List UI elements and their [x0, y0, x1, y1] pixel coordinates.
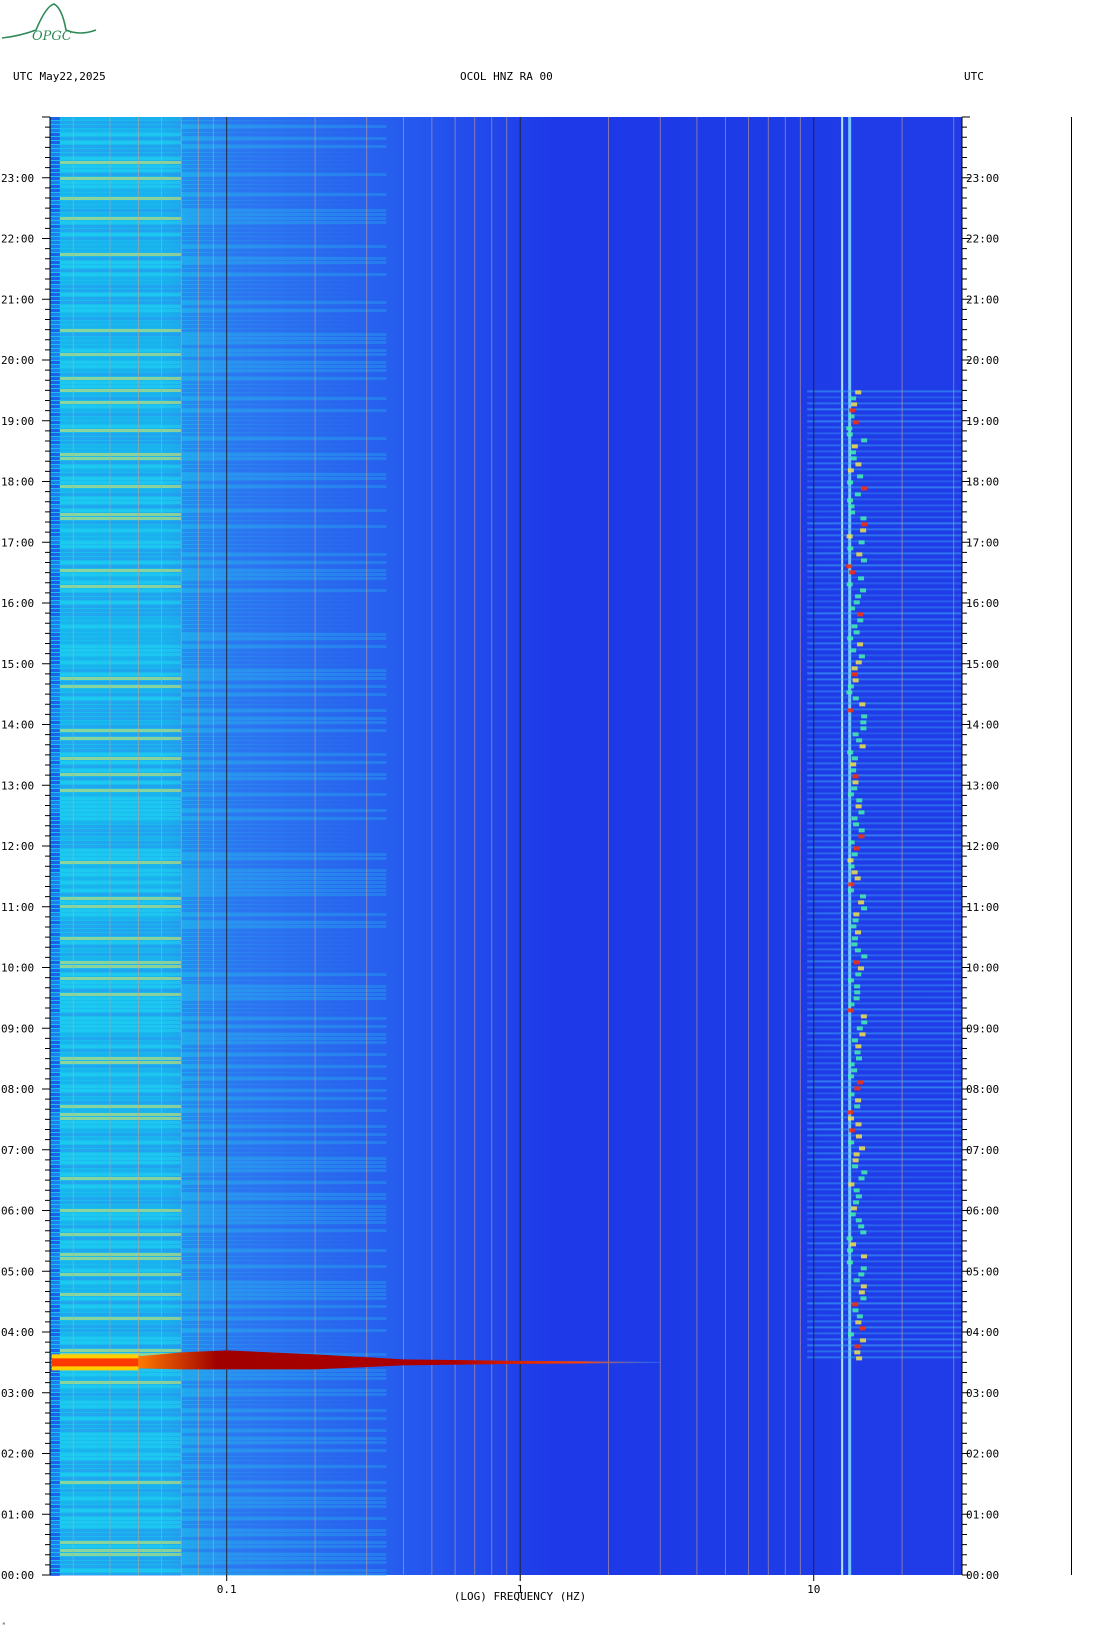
y-tick-label-right: 00:00	[966, 1569, 999, 1582]
y-tick-label-right: 11:00	[966, 901, 999, 914]
logo-graphic: OPGC	[1, 3, 97, 44]
y-tick-label-right: 04:00	[966, 1326, 999, 1339]
y-tick-label-left: 10:00	[1, 962, 34, 975]
y-tick-label-right: 01:00	[966, 1508, 999, 1521]
corner-mark: ᴹ	[2, 1622, 6, 1629]
y-tick-label-left: 23:00	[1, 172, 34, 185]
y-tick-label-right: 17:00	[966, 536, 999, 549]
y-tick-label-left: 08:00	[1, 1083, 34, 1096]
y-tick-label-left: 07:00	[1, 1144, 34, 1157]
plot-area	[50, 117, 962, 1576]
y-tick-label-left: 05:00	[1, 1265, 34, 1278]
event-streak	[138, 1350, 661, 1370]
spectrogram-texture	[50, 117, 387, 1576]
y-tick-label-right: 10:00	[966, 962, 999, 975]
y-tick-label-left: 20:00	[1, 354, 34, 367]
y-tick-label-right: 06:00	[966, 1205, 999, 1218]
y-tick-label-left: 03:00	[1, 1387, 34, 1400]
y-tick-label-left: 02:00	[1, 1448, 34, 1461]
y-tick-label-right: 02:00	[966, 1448, 999, 1461]
y-tick-label-right: 18:00	[966, 476, 999, 489]
y-tick-label-left: 14:00	[1, 719, 34, 732]
color-scale-line	[1071, 117, 1072, 1575]
header-station-label: OCOL HNZ RA 00	[460, 70, 553, 83]
y-tick-label-left: 16:00	[1, 597, 34, 610]
logo-text: OPGC	[32, 29, 72, 44]
y-tick-label-right: 22:00	[966, 233, 999, 246]
y-tick-label-left: 13:00	[1, 779, 34, 792]
y-tick-label-right: 15:00	[966, 658, 999, 671]
y-tick-label-left: 19:00	[1, 415, 34, 428]
y-tick-label-left: 15:00	[1, 658, 34, 671]
x-axis: 0.1 1 10	[217, 1575, 820, 1596]
y-tick-label-right: 20:00	[966, 354, 999, 367]
y-tick-label-right: 13:00	[966, 779, 999, 792]
seismic-event	[52, 1350, 661, 1371]
y-tick-label-right: 21:00	[966, 293, 999, 306]
y-tick-label-left: 04:00	[1, 1326, 34, 1339]
y-tick-label-left: 09:00	[1, 1022, 34, 1035]
high-frequency-noise	[807, 117, 962, 1575]
y-axis-left: 00:00 01:00 02:00 03:00 04:00 05:00 06:00 07:00…	[1, 116, 51, 1582]
y-tick-label-right: 08:00	[966, 1083, 999, 1096]
spectrogram-background	[50, 117, 962, 1575]
header-right-label: UTC	[964, 70, 984, 83]
y-tick-label-right: 09:00	[966, 1022, 999, 1035]
y-tick-label-right: 23:00	[966, 172, 999, 185]
y-tick-label-left: 21:00	[1, 293, 34, 306]
y-tick-label-left: 01:00	[1, 1508, 34, 1521]
y-tick-label-left: 12:00	[1, 840, 34, 853]
y-tick-label-left: 17:00	[1, 536, 34, 549]
frequency-gridlines	[72, 117, 955, 1575]
y-tick-label-right: 05:00	[966, 1265, 999, 1278]
y-tick-label-right: 16:00	[966, 597, 999, 610]
y-tick-label-left: 06:00	[1, 1205, 34, 1218]
y-tick-label-left: 11:00	[1, 901, 34, 914]
y-tick-label-right: 03:00	[966, 1387, 999, 1400]
y-tick-label-right: 19:00	[966, 415, 999, 428]
y-tick-label-left: 00:00	[1, 1569, 34, 1582]
x-tick-label: 10	[807, 1583, 820, 1596]
header-left-label: UTC May22,2025	[13, 70, 106, 83]
y-tick-label-right: 07:00	[966, 1144, 999, 1157]
opgc-logo: OPGC	[0, 0, 100, 52]
y-tick-label-left: 22:00	[1, 233, 34, 246]
y-tick-label-right: 12:00	[966, 840, 999, 853]
y-tick-label-right: 14:00	[966, 719, 999, 732]
y-tick-label-left: 18:00	[1, 476, 34, 489]
x-tick-label: 0.1	[217, 1583, 237, 1596]
x-axis-label: (LOG) FREQUENCY (HZ)	[454, 1590, 586, 1603]
y-axis-right: 00:00 01:00 02:00 03:00 04:00 05:00 06:00 07:00…	[961, 116, 999, 1582]
x-tick-label: 1	[517, 1583, 524, 1596]
